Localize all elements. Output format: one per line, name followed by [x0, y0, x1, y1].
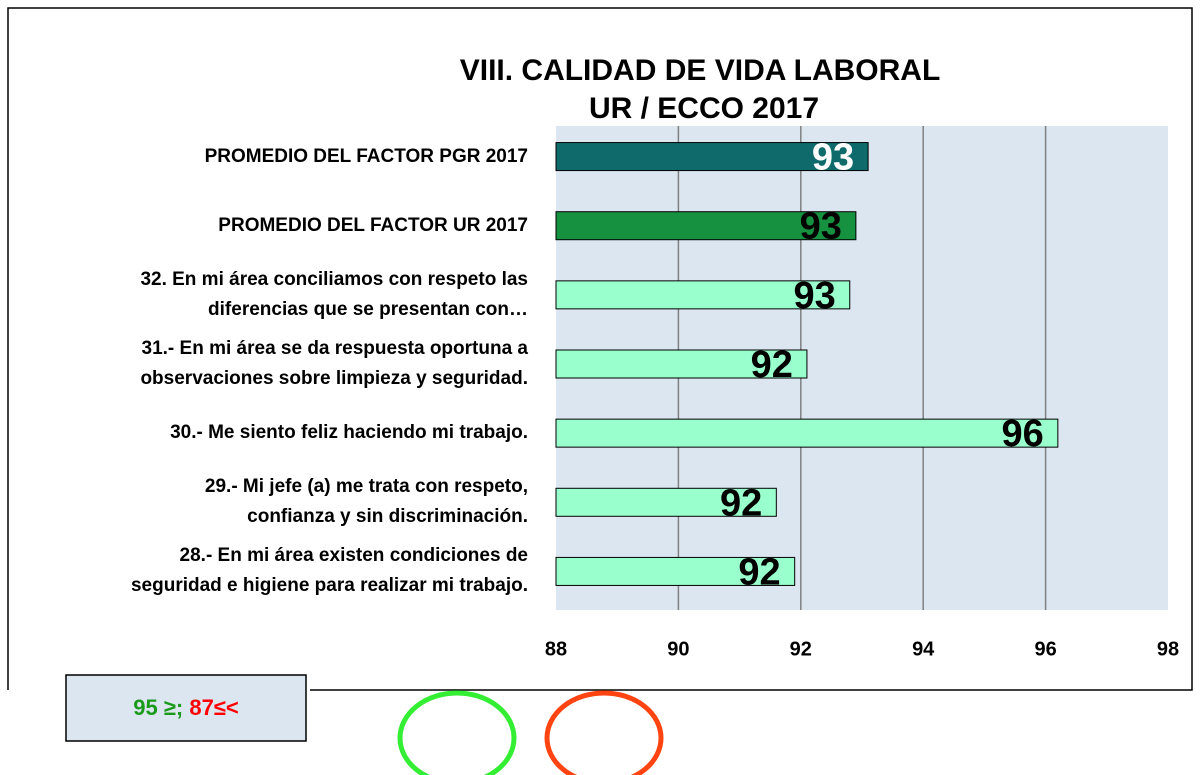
bar [555, 211, 857, 241]
value-label: 93 [812, 137, 854, 179]
frame [7, 7, 1193, 691]
legend-box [65, 674, 307, 742]
bar [555, 280, 851, 310]
threshold-low: 87≤< [189, 695, 238, 720]
category-label: 28.- En mi área existen condiciones de s… [130, 545, 528, 597]
x-tick-label: 88 [545, 638, 567, 660]
value-label: 92 [738, 551, 780, 593]
bar [555, 556, 796, 586]
chart-title: VIII. CALIDAD DE VIDA LABORAL [460, 54, 941, 87]
category-label: 29.- Mi jefe (a) me trata con respeto, c… [204, 476, 528, 528]
category-label: 32. En mi área conciliamos con respeto l… [140, 268, 528, 320]
value-label: 96 [1002, 413, 1044, 455]
category-label: 31.- En mi área se da respuesta oportuna… [140, 338, 528, 389]
x-tick-label: 96 [1034, 638, 1056, 660]
category-label: 30.- Me siento feliz haciendo mi trabajo… [170, 422, 528, 444]
x-tick-label: 92 [790, 638, 812, 660]
threshold-high: 95 ≥; [133, 695, 183, 720]
x-tick-label: 90 [667, 638, 689, 660]
value-label: 92 [751, 344, 793, 386]
value-label: 92 [720, 482, 762, 524]
red-indicator [544, 690, 664, 775]
x-tick-label: 98 [1157, 638, 1179, 660]
bar [555, 487, 777, 517]
bar [555, 349, 808, 379]
value-label: 93 [793, 275, 835, 317]
category-label: PROMEDIO DEL FACTOR UR 2017 [218, 214, 528, 236]
category-label: PROMEDIO DEL FACTOR PGR 2017 [204, 145, 528, 167]
chart-subtitle: UR / ECCO 2017 [589, 92, 819, 125]
green-indicator [397, 690, 517, 775]
threshold-note: 95 ≥; 87≤< [133, 695, 239, 720]
value-label: 93 [800, 206, 842, 248]
bar [555, 142, 869, 172]
x-tick-label: 94 [912, 638, 935, 660]
bar [555, 418, 1059, 448]
